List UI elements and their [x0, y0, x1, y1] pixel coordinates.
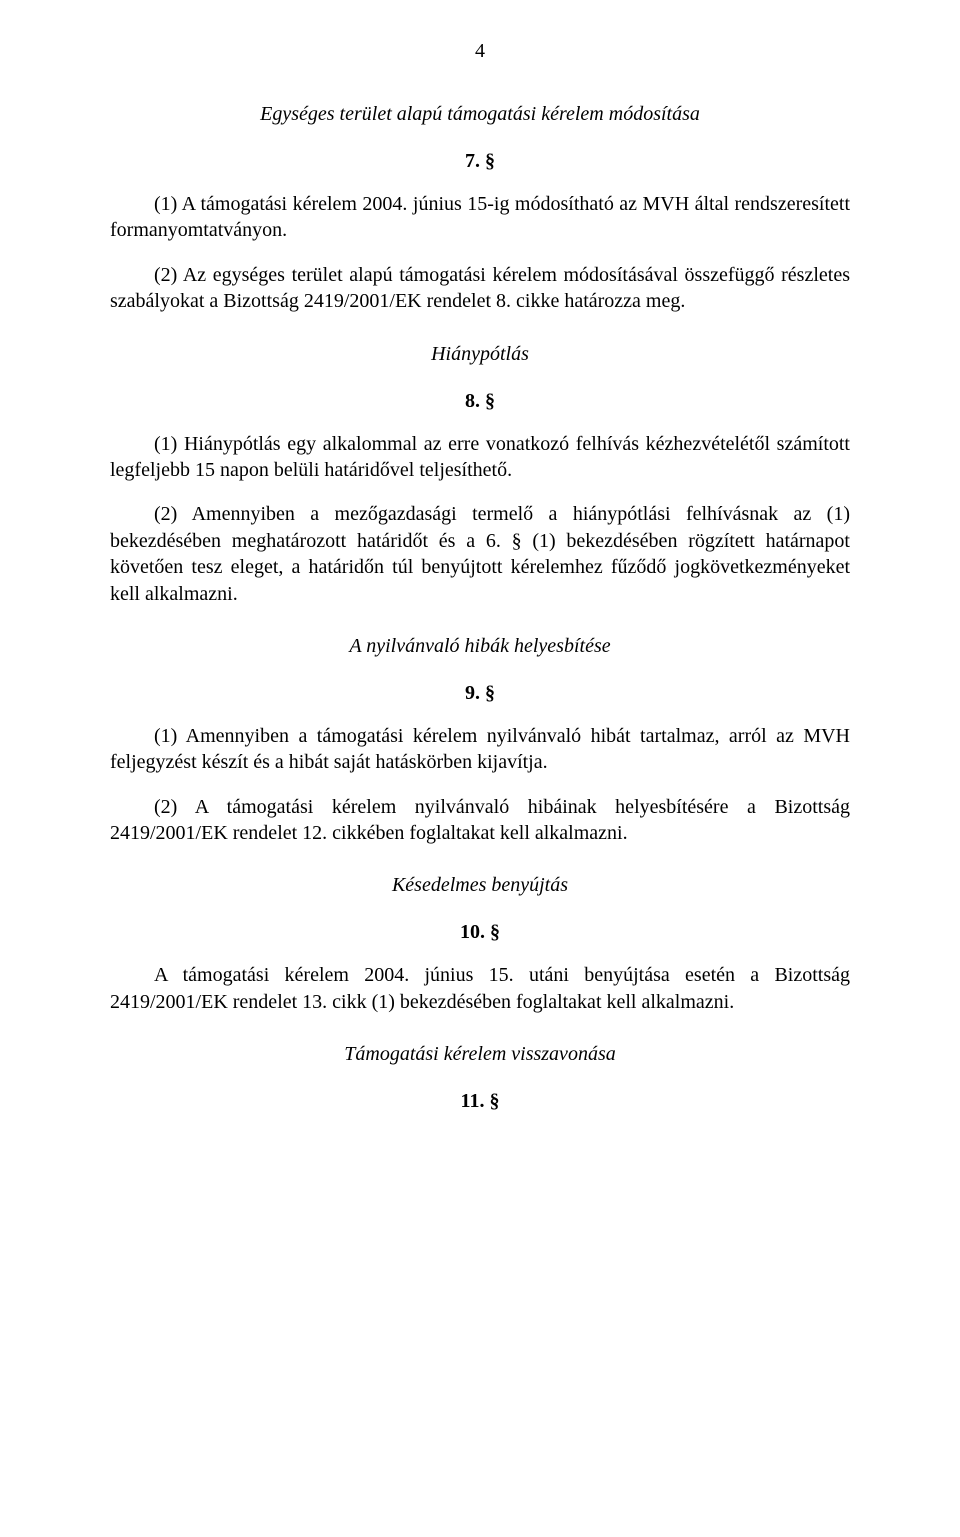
section-number: 10. § — [110, 921, 850, 944]
paragraph: (2) A támogatási kérelem nyilvánvaló hib… — [110, 794, 850, 847]
section-number: 11. § — [110, 1090, 850, 1113]
section-number: 7. § — [110, 150, 850, 173]
section-heading: Támogatási kérelem visszavonása — [110, 1043, 850, 1066]
section-number: 9. § — [110, 682, 850, 705]
section-heading: Hiánypótlás — [110, 343, 850, 366]
section-number: 8. § — [110, 390, 850, 413]
section-heading: Késedelmes benyújtás — [110, 874, 850, 897]
section-heading: A nyilvánvaló hibák helyesbítése — [110, 635, 850, 658]
paragraph: (1) Hiánypótlás egy alkalommal az erre v… — [110, 431, 850, 484]
paragraph: (2) Az egységes terület alapú támogatási… — [110, 262, 850, 315]
page-number: 4 — [110, 40, 850, 63]
paragraph: (1) Amennyiben a támogatási kérelem nyil… — [110, 723, 850, 776]
paragraph: (1) A támogatási kérelem 2004. június 15… — [110, 191, 850, 244]
paragraph: (2) Amennyiben a mezőgazdasági termelő a… — [110, 501, 850, 607]
paragraph: A támogatási kérelem 2004. június 15. ut… — [110, 962, 850, 1015]
section-heading: Egységes terület alapú támogatási kérele… — [110, 103, 850, 126]
document-page: 4 Egységes terület alapú támogatási kére… — [0, 0, 960, 1537]
